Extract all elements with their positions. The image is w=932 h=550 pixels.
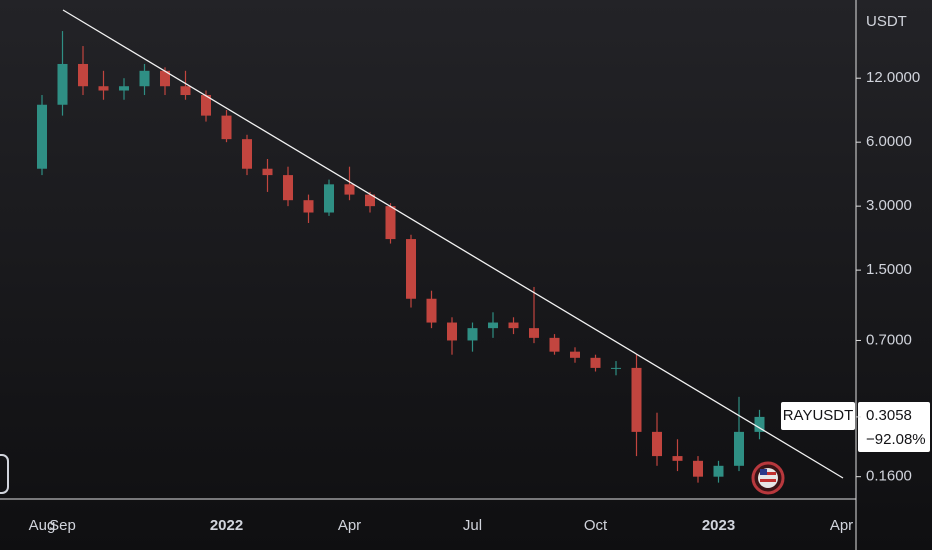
candle-body (570, 351, 580, 358)
candle-body (303, 200, 314, 213)
candle-body (672, 456, 683, 461)
x-tick-label: 2022 (210, 517, 243, 534)
candle-body (37, 104, 47, 169)
currency-label: USDT (866, 13, 907, 30)
y-tick-label: 3.0000 (866, 197, 912, 214)
candle-body (467, 328, 478, 341)
trend-line (62, 9, 844, 479)
candle-body (139, 70, 150, 87)
candle-body (549, 337, 560, 352)
candle-body (508, 322, 519, 329)
candle-body (611, 367, 621, 369)
x-tick-label: Sep (49, 517, 76, 534)
candle-body (590, 357, 601, 368)
y-tick-label: 1.5000 (866, 261, 912, 278)
x-tick-label: Jul (463, 517, 482, 534)
symbol-label: RAYUSDT (783, 407, 854, 424)
candle-body (283, 175, 293, 201)
candle-body (324, 184, 334, 213)
x-tick-label: 2023 (702, 517, 735, 534)
price-box (858, 402, 930, 452)
y-tick-label: 6.0000 (866, 133, 912, 150)
coin-icon (751, 461, 785, 495)
candle-body (201, 95, 211, 116)
candle-body (734, 431, 744, 466)
candle-body (713, 465, 724, 477)
y-tick-label: 0.1600 (866, 468, 912, 485)
candle-body (98, 86, 109, 91)
candle-body (78, 63, 88, 87)
symbol-box (781, 402, 855, 430)
candle-body (406, 239, 416, 299)
candle-body (365, 194, 375, 207)
candle-body (631, 367, 642, 432)
candle-body (426, 298, 437, 323)
candle-body (693, 460, 703, 477)
candle-body (242, 139, 252, 169)
change-label: −92.08% (866, 431, 926, 448)
last-price-label: 0.3058 (866, 407, 912, 424)
candle-body (160, 70, 170, 87)
candle-body (344, 184, 355, 195)
candle-body (754, 416, 765, 432)
x-tick-label: Aug (29, 517, 56, 534)
candle-body (652, 431, 662, 457)
left-icon (0, 454, 9, 494)
candle-body (119, 86, 129, 91)
candle-body (385, 206, 396, 240)
candle-body (57, 63, 68, 105)
candle-body (180, 86, 191, 96)
candle-body (221, 115, 232, 140)
candle-body (529, 328, 539, 338)
candle-body (488, 322, 498, 329)
candle-body (447, 322, 457, 341)
x-tick-label: Apr (830, 517, 853, 534)
plot (37, 31, 765, 483)
candle-body (262, 168, 273, 176)
x-tick-label: Apr (338, 517, 361, 534)
y-tick-label: 12.0000 (866, 69, 920, 86)
x-tick-label: Oct (584, 517, 608, 534)
y-tick-label: 0.7000 (866, 331, 912, 348)
